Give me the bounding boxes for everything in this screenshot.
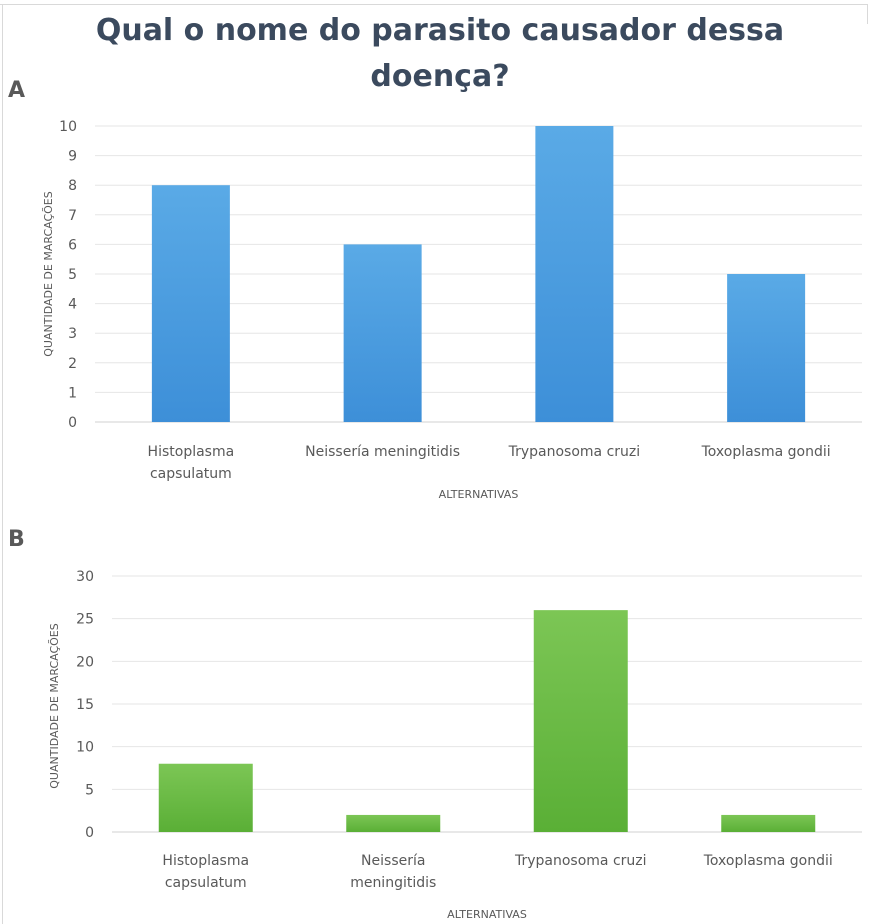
chart-title-line-1: Qual o nome do parasito causador dessa — [95, 13, 785, 48]
chart-a-y-tick-label: 9 — [68, 149, 77, 165]
chart-a-bar — [535, 126, 614, 422]
chart-b-x-tick-label: Histoplasma — [162, 853, 249, 869]
panel-a-label: A — [8, 78, 26, 103]
frame-border-left — [2, 4, 3, 924]
chart-a-bar — [343, 244, 422, 422]
chart-a-bar — [727, 274, 806, 422]
chart-b-bar — [158, 763, 253, 832]
chart-b-y-tick-label: 25 — [76, 612, 94, 628]
chart-a-bar — [151, 185, 230, 422]
chart-a-y-tick-label: 3 — [68, 326, 77, 342]
chart-a-x-axis-title: ALTERNATIVAS — [439, 488, 519, 501]
chart-b-y-tick-label: 15 — [76, 697, 94, 713]
chart-b-x-tick-label: Neissería — [361, 853, 425, 869]
chart-a-x-tick-label: Trypanosoma cruzi — [508, 444, 641, 460]
chart-b-y-tick-label: 5 — [85, 782, 94, 798]
chart-a-y-axis-title: QUANTIDADE DE MARCAÇÕES — [42, 191, 55, 356]
chart-a-x-tick-label: Toxoplasma gondii — [701, 444, 831, 460]
chart-b-bar — [346, 814, 441, 832]
chart-b-x-tick-label: capsulatum — [165, 875, 247, 891]
chart-a-y-tick-label: 0 — [68, 415, 77, 431]
frame-border-right — [867, 4, 868, 24]
chart-a-y-tick-label: 2 — [68, 356, 77, 372]
panel-b-label: B — [8, 527, 25, 552]
chart-b-x-tick-label: Trypanosoma cruzi — [514, 853, 647, 869]
chart-b-bar — [721, 814, 816, 832]
chart-b-bar — [533, 610, 628, 832]
chart-b-x-tick-label: Toxoplasma gondii — [703, 853, 833, 869]
chart-b-y-tick-label: 10 — [76, 740, 94, 756]
chart-a: 0 1 2 3 4 5 6 7 8 9 10 Histoplasma capsulatum Neisser… — [42, 119, 862, 501]
chart-a-y-tick-label: 10 — [59, 119, 77, 135]
chart-b-x-axis-title: ALTERNATIVAS — [447, 908, 527, 921]
chart-a-y-tick-label: 1 — [68, 385, 77, 401]
chart-a-x-tick-label: Neissería meningitidis — [305, 444, 460, 460]
chart-b-y-tick-label: 20 — [76, 654, 94, 670]
chart-a-y-tick-label: 8 — [68, 178, 77, 194]
chart-b-y-tick-label: 0 — [85, 825, 94, 841]
chart-b-x-tick-label: meningitidis — [350, 875, 436, 891]
frame-border-top — [0, 4, 868, 5]
chart-a-y-tick-label: 7 — [68, 208, 77, 224]
chart-a-x-tick-label: Histoplasma — [148, 444, 235, 460]
chart-a-y-tick-label: 5 — [68, 267, 77, 283]
chart-b: 0 5 10 15 20 25 30 Histoplasma capsulatum Neisser… — [48, 569, 862, 921]
chart-title-line-2: doença? — [370, 59, 510, 94]
chart-title: Qual o nome do parasito causador dessa d… — [70, 8, 810, 100]
chart-a-x-tick-label: capsulatum — [150, 466, 232, 482]
chart-a-y-tick-label: 6 — [68, 237, 77, 253]
chart-b-y-tick-label: 30 — [76, 569, 94, 585]
chart-a-y-tick-label: 4 — [68, 297, 77, 313]
chart-b-y-axis-title: QUANTIDADE DE MARCAÇÕES — [48, 623, 61, 788]
